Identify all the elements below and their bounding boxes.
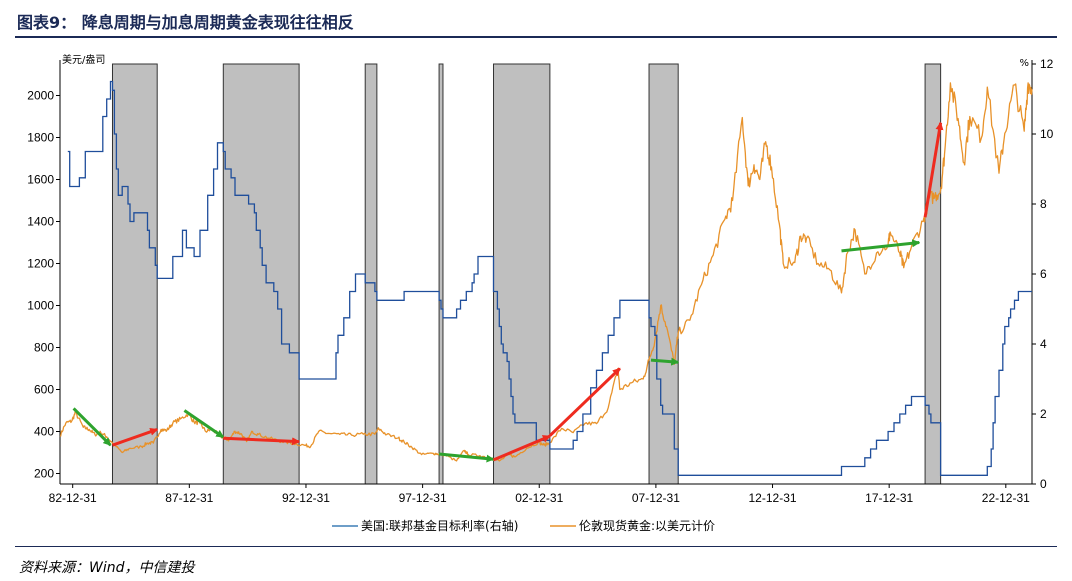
legend: 美国:联邦基金目标利率(右轴) 伦敦现货黄金:以美元计价 bbox=[332, 518, 715, 533]
x-tick-label: 07-12-31 bbox=[632, 491, 680, 505]
gold-vs-fed-rate-chart: 200 400 600 800 1000 1200 1400 1600 1800 2000 0 2 4 6… bbox=[27, 53, 1053, 533]
shaded-period-3 bbox=[438, 63, 444, 485]
left-tick-label: 1000 bbox=[27, 299, 54, 313]
annotation-arrow-green-8 bbox=[841, 239, 921, 253]
annotation-arrow-red-9 bbox=[923, 121, 944, 218]
shaded-period-4 bbox=[493, 63, 551, 485]
shaded-period-6 bbox=[924, 63, 942, 485]
right-axis-unit: % bbox=[1019, 58, 1029, 69]
x-tick-label: 02-12-31 bbox=[515, 491, 563, 505]
header-rule bbox=[15, 36, 1057, 38]
annotation-arrows bbox=[72, 121, 944, 463]
left-tick-label: 1200 bbox=[27, 257, 54, 271]
annotation-arrow-red-1 bbox=[111, 427, 159, 447]
annotation-arrow-green-7 bbox=[650, 357, 680, 366]
x-tick-label: 92-12-31 bbox=[282, 491, 330, 505]
right-tick-label: 0 bbox=[1040, 477, 1047, 491]
legend-label-fed-rate: 美国:联邦基金目标利率(右轴) bbox=[361, 518, 518, 533]
annotation-arrow-green-0 bbox=[72, 407, 112, 447]
fed-rate-series bbox=[67, 80, 1032, 476]
right-tick-label: 6 bbox=[1040, 267, 1047, 281]
x-tick-label: 12-12-31 bbox=[749, 491, 797, 505]
left-tick-label: 2000 bbox=[27, 89, 54, 103]
shaded-period-2 bbox=[364, 63, 378, 485]
left-tick-label: 200 bbox=[34, 467, 54, 481]
gold-price-line bbox=[59, 82, 1033, 462]
chart-title: 图表9： 降息周期与加息周期黄金表现往往相反 bbox=[17, 13, 354, 32]
annotation-arrow-red-6 bbox=[548, 367, 621, 437]
shaded-period-0 bbox=[111, 63, 158, 485]
fed-rate-line bbox=[67, 80, 1032, 476]
x-tick-label: 17-12-31 bbox=[865, 491, 913, 505]
left-tick-label: 800 bbox=[34, 341, 54, 355]
annotation-arrow-red-3 bbox=[223, 436, 301, 446]
annotation-arrow-green-2 bbox=[183, 409, 225, 439]
left-tick-label: 1400 bbox=[27, 215, 54, 229]
shaded-period-1 bbox=[222, 63, 300, 485]
x-tick-label: 82-12-31 bbox=[49, 491, 97, 505]
shaded-periods bbox=[111, 63, 942, 485]
left-tick-label: 600 bbox=[34, 383, 54, 397]
right-tick-label: 10 bbox=[1040, 127, 1054, 141]
annotation-arrow-green-4 bbox=[438, 452, 495, 463]
right-tick-label: 12 bbox=[1040, 57, 1054, 71]
gold-series bbox=[59, 82, 1033, 462]
tick-labels: 200 400 600 800 1000 1200 1400 1600 1800 2000 0 2 4 6… bbox=[27, 53, 1053, 505]
left-tick-label: 1800 bbox=[27, 131, 54, 145]
legend-label-gold: 伦敦现货黄金:以美元计价 bbox=[579, 518, 715, 533]
right-tick-label: 8 bbox=[1040, 197, 1047, 211]
axes bbox=[56, 60, 1036, 488]
left-tick-label: 400 bbox=[34, 425, 54, 439]
footer-rule bbox=[15, 546, 1057, 547]
right-tick-label: 2 bbox=[1040, 407, 1047, 421]
x-tick-label: 97-12-31 bbox=[399, 491, 447, 505]
left-axis-unit: 美元/盎司 bbox=[62, 53, 105, 66]
left-tick-label: 1600 bbox=[27, 173, 54, 187]
right-tick-label: 4 bbox=[1040, 337, 1047, 351]
source-note: 资料来源：Wind，中信建投 bbox=[19, 560, 195, 576]
x-tick-label: 87-12-31 bbox=[165, 491, 213, 505]
annotation-arrow-red-5 bbox=[492, 434, 551, 462]
x-tick-label: 22-12-31 bbox=[982, 491, 1030, 505]
